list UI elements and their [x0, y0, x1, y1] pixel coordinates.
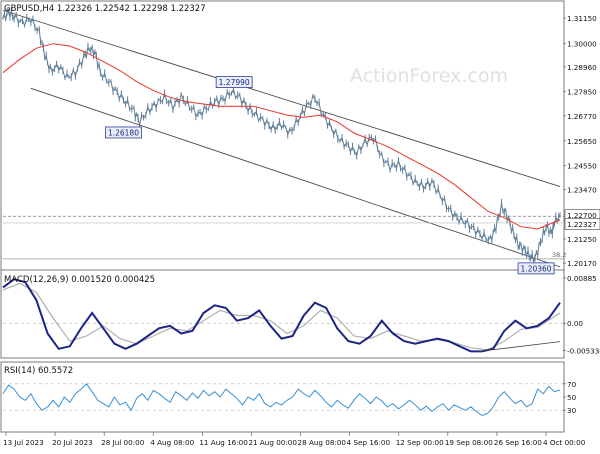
- annotation-box: [517, 262, 555, 275]
- price-axis-label: 1.20170: [567, 259, 597, 268]
- macd-axis-label: 0.00: [567, 319, 583, 328]
- macd-panel-frame: [0, 269, 565, 359]
- macd-axis-label: -0.005334: [567, 347, 600, 356]
- annotation-label: 1.20360: [521, 264, 552, 273]
- macd-layer: [2, 278, 563, 353]
- x-axis-label: 12 Sep 00:00: [396, 438, 444, 447]
- x-axis-label: 21 Aug 00:00: [248, 438, 297, 447]
- macd-axis-label: 0.00885: [567, 274, 597, 283]
- price-axis-label: 1.23470: [567, 185, 597, 194]
- price-bars: [2, 7, 561, 265]
- price-axis-label: 1.21250: [567, 235, 597, 244]
- x-axis-label: 11 Aug 16:00: [199, 438, 248, 447]
- x-axis-label: 28 Aug 08:00: [298, 438, 347, 447]
- current-price-tag-high: 1.22700: [567, 211, 597, 220]
- current-price-tag: 1.22327: [567, 220, 597, 229]
- rsi-layer: [2, 383, 563, 417]
- rsi-axis-label: 50: [567, 393, 577, 402]
- rsi-line: [2, 383, 561, 417]
- price-axis-label: 1.28960: [567, 63, 597, 72]
- macd-trendline: [479, 341, 561, 352]
- rsi-axis-label: 70: [567, 380, 577, 389]
- rsi-panel-frame: [0, 361, 565, 433]
- x-axis-label: 13 Jul 2023: [3, 438, 44, 447]
- annotation-box: [105, 126, 142, 139]
- channel-upper-line: [2, 9, 561, 187]
- x-axis-label: 4 Sep 16:00: [347, 438, 391, 447]
- price-line: [2, 10, 561, 264]
- price-panel-title: GBPUSD,H4 1.22326 1.22542 1.22298 1.2232…: [4, 4, 206, 14]
- price-panel-frame: [0, 0, 565, 271]
- channel-lower-line: [30, 87, 561, 268]
- rsi-axis-label: 30: [567, 406, 577, 415]
- price-axis-label: 1.27850: [567, 88, 597, 97]
- price-axis-label: 1.24550: [567, 161, 597, 170]
- fib-label: 38.2: [552, 251, 566, 259]
- macd-panel-title: MACD(12,26,9) 0.001520 0.000425: [4, 275, 155, 285]
- watermark: ActionForex.com: [350, 65, 508, 87]
- x-axis-label: 28 Jul 00:00: [101, 438, 145, 447]
- x-axis-label: 26 Sep 16:00: [494, 438, 542, 447]
- price-axis-label: 1.30000: [567, 40, 597, 49]
- price-axis-label: 1.31150: [567, 14, 597, 23]
- macd-signal-line: [2, 282, 561, 351]
- macd-line: [2, 278, 561, 353]
- annotation-box: [215, 76, 253, 88]
- axis-layer: 1.31150 1.30000 1.28960 1.27850 1.26770 1.256…: [3, 14, 600, 447]
- price-axis-label: 1.25650: [567, 137, 597, 146]
- annotation-label: 1.27990: [219, 78, 250, 87]
- annotation-label: 1.26180: [108, 128, 139, 137]
- x-axis-label: 19 Sep 08:00: [445, 438, 493, 447]
- current-price-tag-bg: [564, 218, 600, 230]
- moving-average-line: [2, 43, 561, 230]
- x-axis-label: 20 Jul 2023: [52, 438, 93, 447]
- rsi-panel-title: RSI(14) 60.5572: [4, 366, 73, 376]
- x-axis-label: 4 Oct 00:00: [543, 438, 586, 447]
- price-axis-label: 1.26770: [567, 112, 597, 121]
- x-axis-label: 4 Aug 08:00: [150, 438, 194, 447]
